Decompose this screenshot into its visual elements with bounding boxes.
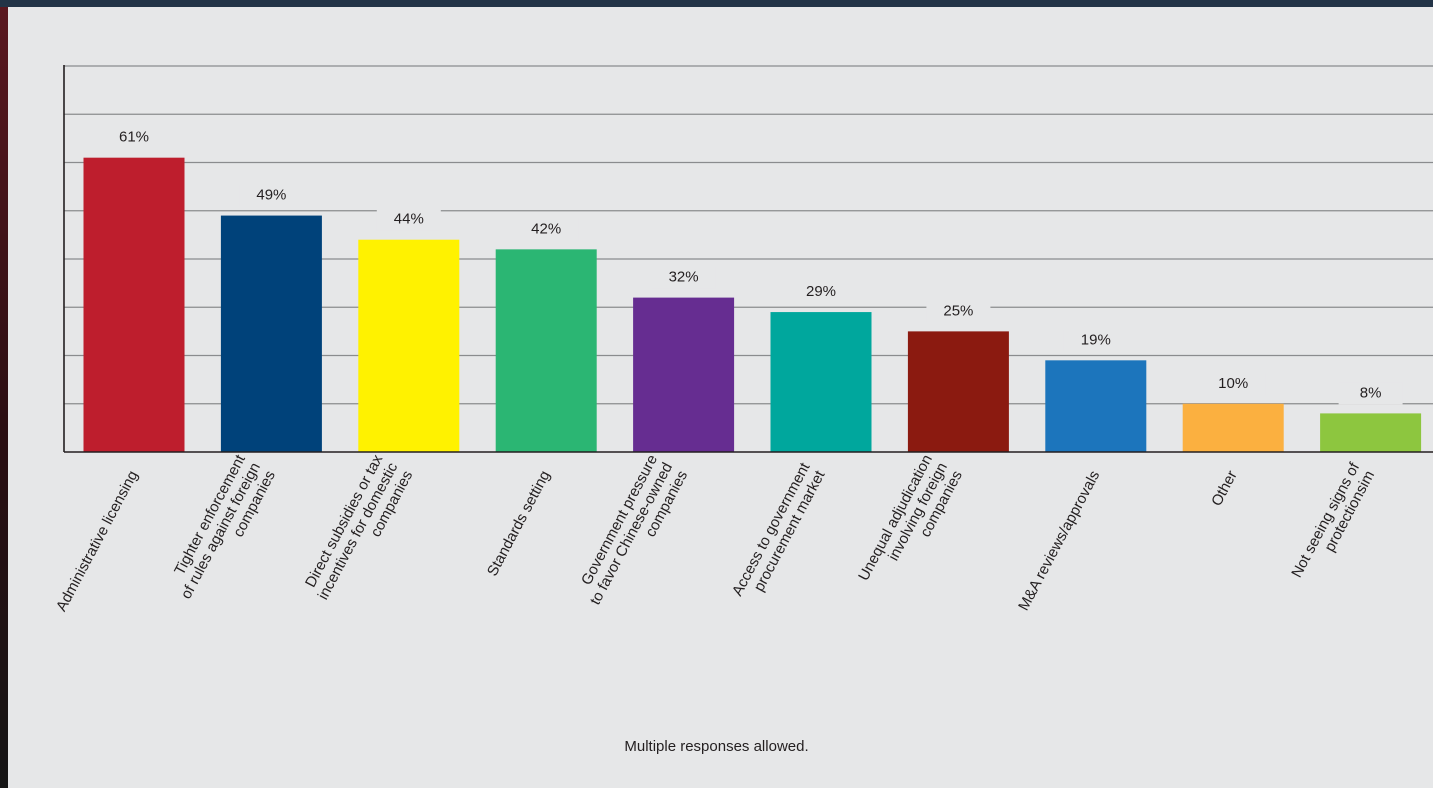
- bar: [83, 157, 185, 453]
- bar-group: 19% M&A reviews/approvals: [1015, 329, 1147, 614]
- bar: [770, 312, 872, 452]
- top-bar: [0, 0, 1433, 7]
- value-label: 44%: [394, 211, 424, 228]
- bar-group: 10% Other: [1182, 372, 1284, 509]
- category-label: Administrative licensing: [53, 468, 142, 614]
- bar: [220, 215, 322, 452]
- value-label-background: [1338, 382, 1403, 405]
- bar: [1320, 413, 1422, 452]
- category-label: Other: [1208, 468, 1241, 509]
- category-label-line: Standards setting: [484, 468, 554, 579]
- bar: [907, 331, 1009, 452]
- value-label-background: [1063, 329, 1128, 352]
- category-label: Not seeing signs ofprotectionsim: [1288, 459, 1378, 588]
- category-label: Direct subsidies or taxincentives for do…: [300, 452, 417, 611]
- bar-group: 61% Administrative licensing: [53, 126, 185, 614]
- category-label-line: M&A reviews/approvals: [1015, 468, 1103, 614]
- value-label-background: [789, 281, 853, 304]
- value-label-background: [651, 266, 716, 289]
- value-label-background: [1201, 372, 1266, 395]
- value-label: 49%: [256, 187, 286, 204]
- bar-group: 29% Access to governmentprocurement marke…: [729, 281, 872, 607]
- value-label: 8%: [1360, 384, 1382, 401]
- category-label: Access to governmentprocurement market: [729, 459, 829, 607]
- value-label: 61%: [119, 129, 149, 146]
- bar: [495, 249, 597, 452]
- bar-group: 25% Unequal adjudicationinvolving foreign…: [855, 300, 1009, 600]
- bar: [1182, 403, 1284, 452]
- value-label-background: [376, 208, 441, 231]
- bar: [358, 239, 460, 452]
- value-label-background: [514, 218, 579, 241]
- value-label: 29%: [806, 283, 836, 300]
- bar-group: 42% Standards setting: [484, 218, 597, 579]
- bar-group: 8% Not seeing signs ofprotectionsim: [1288, 382, 1422, 588]
- category-label: Standards setting: [484, 468, 554, 579]
- bar: [1045, 360, 1147, 452]
- bar: [633, 297, 735, 452]
- value-label: 25%: [943, 302, 973, 319]
- left-strip: [0, 7, 8, 788]
- category-label-line: Administrative licensing: [53, 468, 142, 614]
- bar-group: 49% Tighter enforcementof rules against f…: [163, 184, 322, 610]
- value-label-background: [102, 126, 166, 149]
- category-label: Tighter enforcementof rules against fore…: [163, 451, 280, 610]
- category-label: Unequal adjudicationinvolving foreigncom…: [855, 452, 966, 600]
- value-label: 32%: [669, 269, 699, 286]
- value-label: 42%: [531, 220, 561, 237]
- value-label-background: [926, 300, 991, 323]
- category-label: M&A reviews/approvals: [1015, 468, 1103, 614]
- value-label-background: [239, 184, 304, 207]
- value-label: 19%: [1081, 331, 1111, 348]
- category-label-line: Other: [1208, 468, 1241, 509]
- value-label: 10%: [1218, 375, 1248, 392]
- bar-group: 44% Direct subsidies or taxincentives for…: [300, 208, 460, 611]
- category-label: Government pressureto favor Chinese-owne…: [572, 452, 691, 616]
- chart-note: Multiple responses allowed.: [624, 738, 809, 755]
